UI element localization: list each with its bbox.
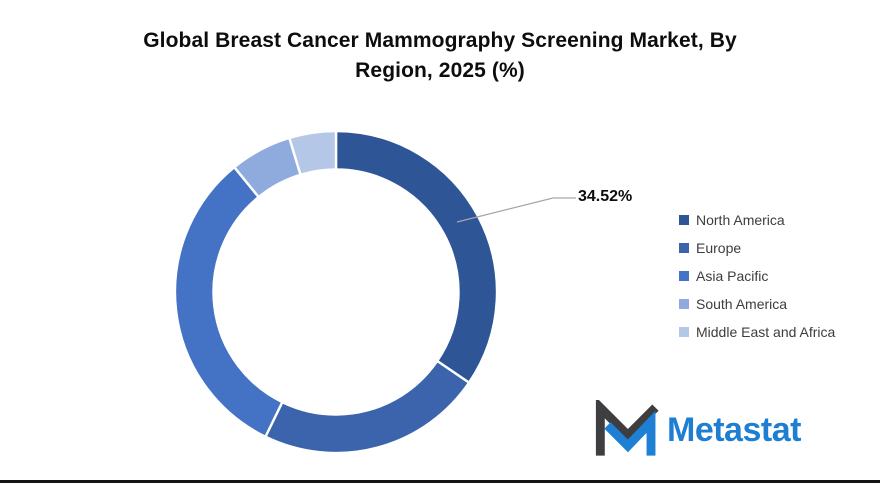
legend-label: Middle East and Africa [696, 324, 836, 340]
legend-item-north-america: North America [679, 206, 835, 234]
legend-item-asia-pacific: Asia Pacific [679, 262, 835, 290]
metastat-logo: Metastat [595, 400, 801, 458]
legend-swatch-europe [679, 243, 689, 253]
legend-label: Europe [696, 240, 742, 256]
legend: North America Europe Asia Pacific South Ame… [679, 206, 835, 346]
donut-segments [173, 129, 499, 455]
legend-item-europe: Europe [679, 234, 835, 262]
legend-item-middle-east-and-africa: Middle East and Africa [679, 318, 835, 346]
metastat-logo-text: Metastat [667, 410, 801, 449]
legend-label: Asia Pacific [696, 268, 769, 284]
donut-segment-north-america [334, 129, 499, 385]
chart-title-line1: Global Breast Cancer Mammography Screeni… [143, 29, 737, 52]
legend-item-south-america: South America [679, 290, 835, 318]
chart-title: Global Breast Cancer Mammography Screeni… [0, 26, 880, 86]
chart-title-line2: Region, 2025 (%) [355, 59, 525, 82]
leader-line [456, 197, 576, 223]
donut-segment-middle-east-and-africa [287, 129, 338, 177]
legend-swatch-north-america [679, 215, 689, 225]
legend-label: South America [696, 296, 788, 312]
legend-swatch-asia-pacific [679, 271, 689, 281]
bottom-border-line [0, 480, 880, 483]
donut-segment-asia-pacific [173, 165, 284, 439]
donut-segment-europe [263, 359, 471, 455]
legend-swatch-middle-east-and-africa [679, 327, 689, 337]
legend-swatch-south-america [679, 299, 689, 309]
data-label: 34.52% [578, 188, 633, 205]
legend-label: North America [696, 212, 785, 228]
metastat-logo-m-icon [595, 400, 659, 456]
